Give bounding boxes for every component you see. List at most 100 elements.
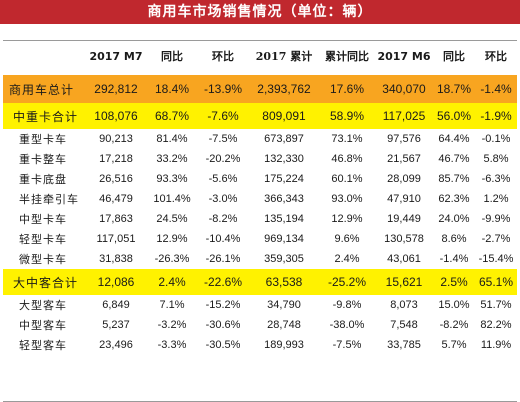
table-cell: 12,086 — [85, 269, 147, 295]
table-row: 微型卡车 31,838 -26.3% -26.1% 359,305 2.4% 43,061 -… — [3, 249, 517, 269]
table-cell: -3.3% — [157, 339, 187, 351]
row-label: 大型客车 — [19, 299, 67, 312]
table-cell: 7.1% — [159, 299, 185, 311]
table-cell: 24.5% — [156, 213, 188, 225]
table-cell: 64.4% — [438, 133, 470, 145]
column-header: 2017 M6 — [377, 49, 431, 63]
table-cell: 5,237 — [102, 319, 130, 331]
row-label: 中重卡合计 — [3, 103, 85, 129]
table-cell: 56.0% — [433, 103, 475, 129]
table-cell: 8,073 — [390, 299, 418, 311]
table-header-row: 2017 M7 同比 环比 2017 累计 累计同比 2017 M6 同比 环比 — [3, 41, 517, 71]
table-cell: -1.9% — [475, 103, 517, 129]
table-cell: 63,538 — [249, 269, 319, 295]
page-title: 商用车市场销售情况（单位：辆） — [0, 0, 520, 24]
table-cell: -9.9% — [481, 213, 511, 225]
row-label: 重型卡车 — [19, 133, 67, 146]
table-cell: 28,099 — [387, 173, 421, 185]
table-cell: -3.2% — [157, 319, 187, 331]
table-cell: -20.2% — [205, 153, 241, 165]
table-cell: -1.4% — [439, 253, 469, 265]
table-cell: 26,516 — [99, 173, 133, 185]
table-cell: 17,863 — [99, 213, 133, 225]
table-cell: 359,305 — [264, 253, 304, 265]
table-cell: -30.6% — [205, 319, 241, 331]
column-header: 2017 累计 — [255, 50, 313, 63]
table-cell: 85.7% — [438, 173, 470, 185]
table-cell: 2.4% — [334, 253, 360, 265]
table-cell: -7.5% — [332, 339, 362, 351]
table-cell: -38.0% — [329, 319, 365, 331]
table-cell: 43,061 — [387, 253, 421, 265]
table-cell: 90,213 — [99, 133, 133, 145]
table-cell: 130,578 — [384, 233, 424, 245]
table-cell: 62.3% — [438, 193, 470, 205]
table-cell: 31,838 — [99, 253, 133, 265]
table-cell: 46,479 — [99, 193, 133, 205]
table-row: 轻型卡车 117,051 12.9% -10.4% 969,134 9.6% 130,578… — [3, 229, 517, 249]
table-cell: -13.9% — [197, 75, 249, 103]
table-cell: 108,076 — [85, 103, 147, 129]
table-cell: 340,070 — [375, 75, 433, 103]
row-label: 大中客合计 — [3, 269, 85, 295]
table-cell: 18.4% — [147, 75, 197, 103]
table-cell: 117,051 — [96, 233, 136, 245]
table-cell: -26.3% — [154, 253, 190, 265]
table-cell: 81.4% — [156, 133, 188, 145]
table-cell: -6.3% — [481, 173, 511, 185]
table-cell: 135,194 — [264, 213, 304, 225]
table-cell: 6,849 — [102, 299, 130, 311]
table-cell: 175,224 — [264, 173, 304, 185]
table-cell: 117,025 — [375, 103, 433, 129]
table-cell: 93.0% — [331, 193, 363, 205]
column-header: 环比 — [485, 50, 507, 63]
sales-table-frame: 2017 M7 同比 环比 2017 累计 累计同比 2017 M6 同比 环比 商用车总计 29… — [3, 40, 517, 402]
table-row: 中型客车 5,237 -3.2% -30.6% 28,748 -38.0% 7,548 -8.… — [3, 315, 517, 335]
table-cell: -25.2% — [319, 269, 375, 295]
table-cell: 18.7% — [433, 75, 475, 103]
sales-table: 2017 M7 同比 环比 2017 累计 累计同比 2017 M6 同比 环比 商用车总计 29… — [3, 41, 517, 355]
table-row: 重卡底盘 26,516 93.3% -5.6% 175,224 60.1% 28,099 85… — [3, 169, 517, 189]
table-cell: -0.1% — [481, 133, 511, 145]
table-cell: 60.1% — [331, 173, 363, 185]
table-cell: 34,790 — [267, 299, 301, 311]
table-cell: 19,449 — [387, 213, 421, 225]
table-cell: 969,134 — [264, 233, 304, 245]
column-header: 同比 — [161, 50, 183, 63]
table-cell: 189,993 — [264, 339, 304, 351]
table-cell: 2.5% — [433, 269, 475, 295]
row-label: 半挂牵引车 — [19, 193, 79, 206]
table-cell: 68.7% — [147, 103, 197, 129]
table-cell: -15.2% — [205, 299, 241, 311]
column-header: 同比 — [443, 50, 465, 63]
table-cell: -7.6% — [197, 103, 249, 129]
table-cell: -26.1% — [205, 253, 241, 265]
table-cell: 58.9% — [319, 103, 375, 129]
table-cell: 17.6% — [319, 75, 375, 103]
table-row: 轻型客车 23,496 -3.3% -30.5% 189,993 -7.5% 33,785 5… — [3, 335, 517, 355]
table-cell: 23,496 — [99, 339, 133, 351]
table-cell: -8.2% — [439, 319, 469, 331]
column-header: 累计同比 — [325, 50, 369, 63]
table-cell: -22.6% — [197, 269, 249, 295]
column-header — [3, 41, 85, 71]
group-row: 中重卡合计 108,076 68.7% -7.6% 809,091 58.9% 117,02… — [3, 103, 517, 129]
table-cell: 2,393,762 — [249, 75, 319, 103]
row-label: 微型卡车 — [19, 253, 67, 266]
table-cell: -7.5% — [208, 133, 238, 145]
table-cell: 366,343 — [264, 193, 304, 205]
table-cell: 33.2% — [156, 153, 188, 165]
total-row: 商用车总计 292,812 18.4% -13.9% 2,393,762 17.6% 340… — [3, 75, 517, 103]
table-cell: 15,621 — [375, 269, 433, 295]
table-row: 重型卡车 90,213 81.4% -7.5% 673,897 73.1% 97,576 64… — [3, 129, 517, 149]
table-cell: 33,785 — [387, 339, 421, 351]
table-cell: 17,218 — [99, 153, 133, 165]
table-cell: 5.8% — [483, 153, 509, 165]
column-header: 环比 — [212, 50, 234, 63]
table-cell: 93.3% — [156, 173, 188, 185]
table-cell: 5.7% — [441, 339, 467, 351]
row-label: 轻型卡车 — [19, 233, 67, 246]
table-cell: 2.4% — [147, 269, 197, 295]
table-cell: -3.0% — [208, 193, 238, 205]
table-row: 大型客车 6,849 7.1% -15.2% 34,790 -9.8% 8,073 15.0%… — [3, 295, 517, 315]
